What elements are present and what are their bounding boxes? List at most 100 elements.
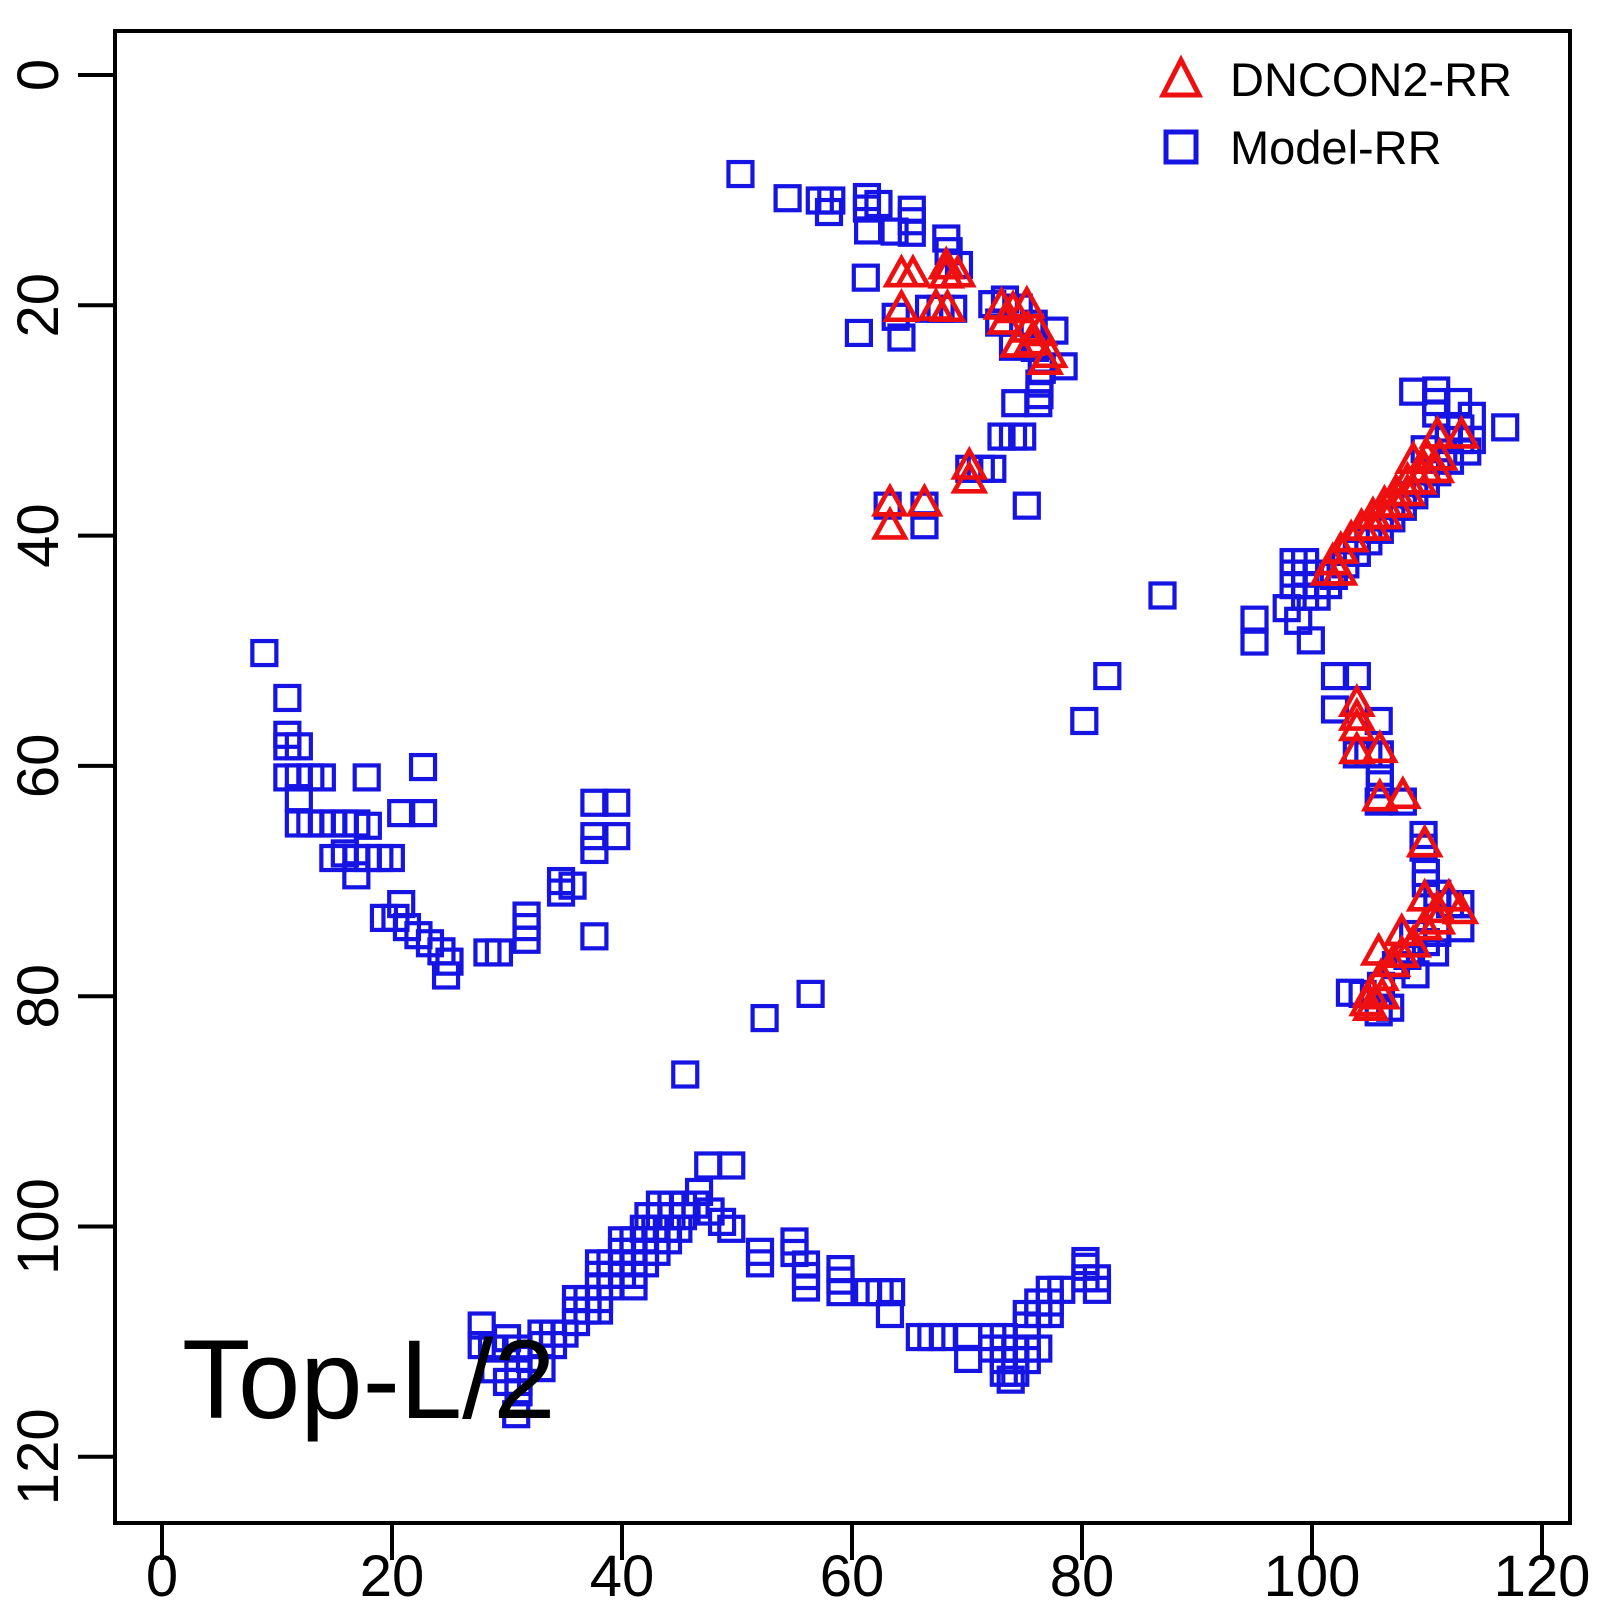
model-rr-point bbox=[1008, 422, 1037, 451]
legend-item-dncon2: DNCON2-RR bbox=[1152, 48, 1512, 110]
model-rr-point bbox=[376, 843, 405, 873]
model-rr-point bbox=[431, 961, 461, 990]
dncon2-rr-point bbox=[928, 288, 967, 323]
y-tick-label: 0 bbox=[6, 59, 71, 91]
x-tick-label: 60 bbox=[820, 1544, 885, 1600]
model-rr-point bbox=[580, 922, 609, 951]
model-rr-point bbox=[1012, 491, 1041, 520]
dncon2-rr-point bbox=[1405, 906, 1444, 941]
dncon2-rr-point bbox=[1360, 729, 1399, 764]
model-rr-point bbox=[580, 788, 609, 817]
legend-item-model: Model-RR bbox=[1152, 116, 1512, 178]
model-rr-point bbox=[1296, 626, 1325, 655]
model-rr-point bbox=[1320, 661, 1350, 691]
model-rr-point bbox=[307, 763, 336, 792]
model-rr-point bbox=[342, 861, 371, 890]
model-rr-point bbox=[897, 218, 926, 247]
dncon2-rr-point bbox=[1441, 890, 1480, 925]
model-rr-point bbox=[844, 318, 874, 348]
model-rr-point bbox=[352, 763, 381, 792]
model-rr-point bbox=[1001, 389, 1030, 418]
dncon2-rr-point bbox=[986, 300, 1024, 335]
model-rr-point bbox=[1070, 706, 1099, 736]
model-rr-point bbox=[851, 263, 880, 292]
dncon2-rr-point bbox=[1418, 889, 1457, 924]
x-tick-label: 120 bbox=[1494, 1544, 1591, 1600]
dncon2-rr-point bbox=[950, 459, 989, 494]
legend-label-dncon2: DNCON2-RR bbox=[1230, 52, 1512, 106]
dncon2-rr-point bbox=[871, 505, 909, 540]
model-rr-points bbox=[250, 159, 1520, 1429]
model-rr-point bbox=[273, 683, 302, 713]
plot-border bbox=[113, 29, 1572, 1525]
model-rr-point bbox=[504, 1378, 533, 1407]
dncon2-rr-point bbox=[938, 253, 977, 288]
model-rr-point bbox=[796, 979, 825, 1008]
model-rr-point bbox=[814, 197, 844, 227]
x-axis: 0 20 40 60 80 100 120 bbox=[146, 1523, 1591, 1600]
y-tick-label: 80 bbox=[6, 964, 71, 1029]
dncon2-rr-point bbox=[1362, 957, 1400, 992]
model-rr-point bbox=[1491, 413, 1520, 442]
dncon2-rr-point bbox=[1382, 912, 1421, 947]
model-rr-point bbox=[1001, 1358, 1030, 1387]
dncon2-rr-point bbox=[882, 288, 921, 323]
model-rr-point bbox=[1240, 627, 1269, 656]
dncon2-rr-point bbox=[1377, 483, 1415, 518]
dncon2-rr-point bbox=[1373, 943, 1412, 978]
dncon2-rr-point bbox=[1012, 321, 1051, 356]
model-rr-point bbox=[1082, 1275, 1112, 1304]
y-tick-label: 120 bbox=[6, 1408, 71, 1505]
x-tick-label: 20 bbox=[360, 1544, 425, 1600]
model-rr-point bbox=[875, 1299, 905, 1329]
model-rr-point bbox=[791, 1273, 821, 1302]
model-rr-point bbox=[408, 752, 438, 782]
model-rr-point bbox=[707, 1207, 737, 1236]
y-tick-label: 20 bbox=[6, 273, 71, 338]
triangle-marker-icon bbox=[1158, 54, 1204, 98]
dncon2-rr-point bbox=[1405, 823, 1444, 858]
model-rr-point bbox=[353, 811, 382, 840]
model-rr-point bbox=[826, 1278, 855, 1307]
model-rr-point bbox=[1148, 581, 1177, 610]
model-rr-point bbox=[1399, 377, 1428, 406]
y-tick-label: 100 bbox=[6, 1178, 71, 1275]
model-rr-point bbox=[284, 732, 313, 761]
dncon2-rr-point bbox=[1351, 986, 1390, 1022]
model-rr-point bbox=[853, 216, 883, 245]
dncon2-rr-point bbox=[950, 445, 989, 480]
dncon2-rr-point bbox=[1417, 449, 1456, 484]
dncon2-rr-point bbox=[1365, 495, 1404, 530]
model-rr-point bbox=[887, 323, 916, 352]
x-tick-label: 40 bbox=[590, 1544, 655, 1600]
dncon2-rr-point bbox=[1400, 460, 1438, 495]
legend: DNCON2-RR Model-RR bbox=[1152, 48, 1512, 178]
model-rr-point bbox=[1365, 770, 1394, 799]
model-rr-point bbox=[750, 1003, 779, 1033]
model-rr-point bbox=[996, 1365, 1025, 1394]
x-tick-label: 100 bbox=[1264, 1544, 1361, 1600]
model-rr-point bbox=[1240, 605, 1269, 634]
model-rr-point bbox=[1453, 437, 1482, 466]
dncon2-rr-point bbox=[905, 482, 944, 517]
dncon2-rr-points bbox=[871, 245, 1481, 1022]
model-rr-point bbox=[717, 1151, 746, 1180]
model-rr-point bbox=[250, 638, 279, 668]
model-rr-point bbox=[694, 1151, 723, 1180]
dncon2-rr-point bbox=[1429, 877, 1468, 912]
dncon2-rr-point bbox=[1337, 730, 1376, 765]
model-rr-point bbox=[726, 159, 755, 189]
dncon2-rr-point bbox=[1383, 775, 1422, 810]
plot-annotation: Top-L/2 bbox=[182, 1317, 556, 1442]
model-rr-point bbox=[512, 925, 541, 954]
model-rr-point bbox=[773, 184, 802, 213]
legend-label-model: Model-RR bbox=[1230, 120, 1442, 174]
model-rr-point bbox=[876, 1278, 906, 1307]
model-rr-point bbox=[880, 217, 909, 246]
model-rr-point bbox=[502, 1400, 531, 1429]
model-rr-point bbox=[580, 835, 609, 865]
model-rr-point bbox=[745, 1249, 775, 1278]
model-rr-point bbox=[1071, 1246, 1100, 1276]
model-rr-point bbox=[864, 189, 893, 219]
